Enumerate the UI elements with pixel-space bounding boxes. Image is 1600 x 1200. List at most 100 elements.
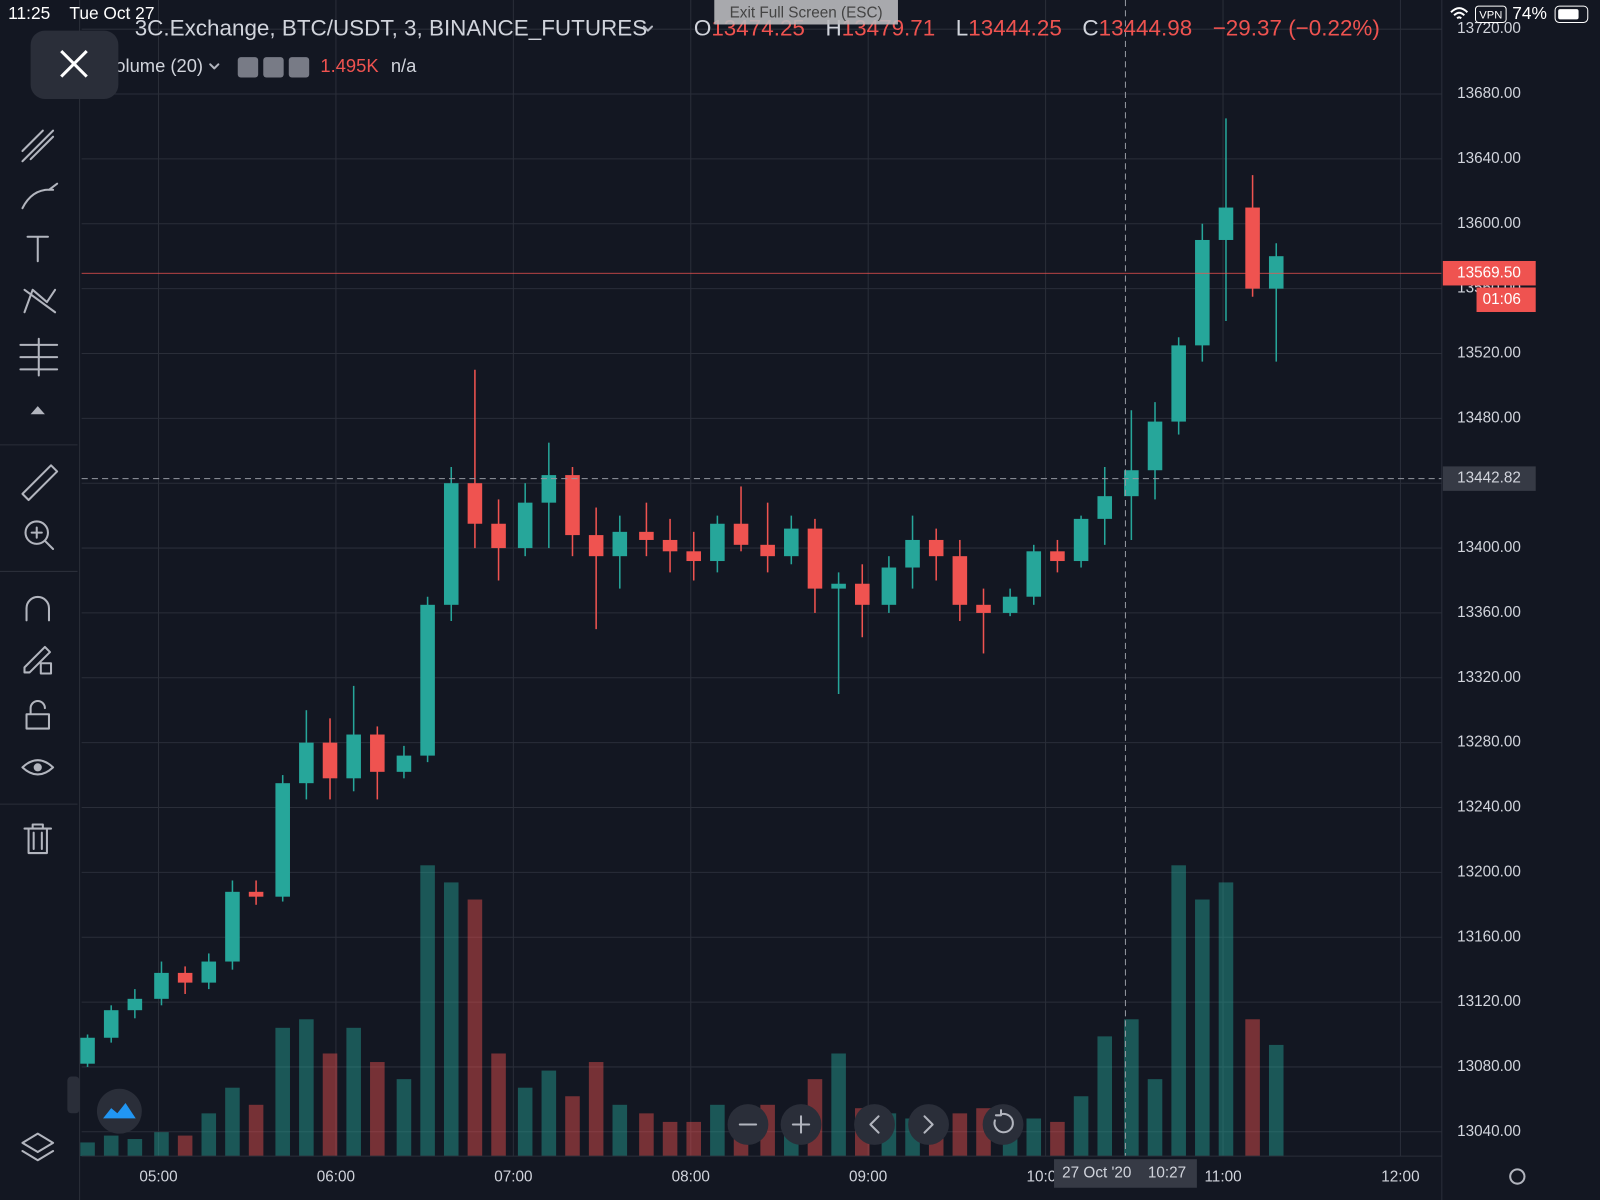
volume-bar bbox=[346, 1027, 361, 1157]
scroll-right[interactable] bbox=[908, 1104, 949, 1145]
eye-button[interactable] bbox=[237, 57, 259, 78]
y-tick-label: 13400.00 bbox=[1457, 539, 1521, 556]
volume-bar bbox=[831, 1053, 846, 1157]
candle-body bbox=[396, 755, 412, 772]
crosshair-price-label: 13442.82 bbox=[1457, 470, 1521, 487]
plot-area: 13040.00 13080.00 13120.00 13160.00 13200.00… bbox=[80, 0, 1521, 1186]
y-tick-label: 13120.00 bbox=[1457, 993, 1521, 1010]
candle-body bbox=[1195, 239, 1210, 346]
layers-button[interactable] bbox=[21, 1132, 55, 1162]
y-tick-label: 13320.00 bbox=[1457, 669, 1521, 686]
candle-body bbox=[154, 972, 169, 999]
zoom-controls bbox=[727, 1104, 1024, 1145]
candle-body bbox=[831, 583, 846, 589]
remove-button[interactable] bbox=[288, 57, 310, 78]
axis-overlays: 13569.50 01:06 13442.82 27 Oct '20 10:27 bbox=[1054, 260, 1536, 1188]
tool-zoom[interactable] bbox=[24, 520, 49, 545]
tool-lines[interactable] bbox=[21, 129, 55, 163]
y-tick-label: 13720.00 bbox=[1457, 20, 1521, 37]
candle-body bbox=[491, 523, 506, 549]
crosshair-price-box bbox=[1442, 466, 1536, 491]
status-vpn: VPN bbox=[1479, 9, 1502, 21]
y-tick-label: 13640.00 bbox=[1457, 150, 1521, 167]
candle-body bbox=[322, 742, 338, 779]
candle-body bbox=[854, 583, 870, 605]
candle-body bbox=[517, 502, 533, 549]
volume-caret bbox=[209, 63, 220, 70]
volume-bar bbox=[248, 1104, 264, 1157]
last-price-box bbox=[1442, 260, 1536, 286]
tool-text[interactable] bbox=[26, 235, 49, 263]
candle-body bbox=[1268, 256, 1284, 289]
tool-brush[interactable] bbox=[21, 182, 59, 210]
crosshair-time-label: 27 Oct '20 bbox=[1062, 1165, 1131, 1182]
candle-body bbox=[976, 604, 991, 613]
candle-body bbox=[80, 1037, 95, 1064]
tool-measure-lines[interactable] bbox=[19, 337, 59, 377]
x-tick-label: 05:00 bbox=[139, 1169, 177, 1186]
candle-body bbox=[248, 891, 264, 897]
candle-body bbox=[1124, 470, 1139, 497]
volume-bar bbox=[565, 1096, 580, 1157]
wifi-icon bbox=[1450, 7, 1469, 20]
volume-bar bbox=[443, 882, 459, 1157]
tool-pattern[interactable] bbox=[23, 288, 57, 314]
scroll-left[interactable] bbox=[854, 1104, 895, 1145]
candle-body bbox=[127, 998, 143, 1011]
tool-lock[interactable] bbox=[25, 700, 51, 730]
status-battery: 74% bbox=[1512, 3, 1547, 23]
candle-body bbox=[760, 544, 775, 557]
volume-bar bbox=[1218, 882, 1234, 1157]
y-tick-label: 13200.00 bbox=[1457, 863, 1521, 880]
title-caret bbox=[642, 25, 654, 32]
tool-magnet[interactable] bbox=[25, 596, 51, 622]
y-tick-label: 13360.00 bbox=[1457, 604, 1521, 621]
x-tick-label: 08:00 bbox=[672, 1169, 710, 1186]
reset-view[interactable] bbox=[982, 1104, 1024, 1145]
tool-trash[interactable] bbox=[23, 823, 53, 855]
tool-eye[interactable] bbox=[21, 759, 55, 776]
y-tick-label: 13480.00 bbox=[1457, 409, 1521, 426]
x-tick-label: 11:00 bbox=[1204, 1169, 1241, 1186]
candle-body bbox=[686, 551, 702, 562]
volume-bar bbox=[1171, 865, 1186, 1157]
x-tick-label: 09:00 bbox=[849, 1169, 887, 1186]
candle-body bbox=[1026, 551, 1042, 597]
y-tick-label: 13160.00 bbox=[1457, 928, 1521, 945]
tool-ruler[interactable] bbox=[21, 464, 59, 502]
chart-title[interactable]: 3C.Exchange, BTC/USDT, 3, BINANCE_FUTURE… bbox=[135, 16, 647, 41]
volume-bar bbox=[1245, 1019, 1260, 1157]
settings-gear[interactable] bbox=[1509, 1168, 1526, 1185]
volume-bar bbox=[1026, 1118, 1042, 1157]
exit-fullscreen-bg[interactable] bbox=[714, 0, 898, 25]
candle-body bbox=[541, 475, 557, 503]
candle-body bbox=[1147, 421, 1163, 471]
volume-bar bbox=[201, 1113, 217, 1157]
volume-bar bbox=[127, 1139, 143, 1157]
y-tick-label: 13040.00 bbox=[1457, 1123, 1521, 1140]
candle-body bbox=[784, 528, 799, 557]
volume-bar bbox=[420, 865, 435, 1157]
crosshair-time-box bbox=[1054, 1159, 1197, 1188]
reset-icon bbox=[993, 1109, 1014, 1134]
close-icon bbox=[60, 49, 88, 78]
volume-bar bbox=[275, 1027, 290, 1157]
volume-bar bbox=[299, 1019, 314, 1157]
volume-bar bbox=[952, 1113, 968, 1157]
settings-button[interactable] bbox=[263, 57, 284, 78]
candle-body bbox=[881, 567, 897, 605]
volume-bar bbox=[517, 1087, 533, 1157]
volume-bar bbox=[1050, 1121, 1065, 1157]
volume-legend-name: olume (20) bbox=[115, 55, 203, 76]
tool-lock-draw[interactable] bbox=[23, 645, 53, 675]
collapse-tab[interactable] bbox=[67, 1076, 80, 1114]
volume-bar bbox=[80, 1142, 95, 1157]
volume-bar bbox=[662, 1121, 678, 1157]
candle-body bbox=[1050, 551, 1065, 562]
exit-fullscreen[interactable]: Exit Full Screen (ESC) bbox=[730, 4, 883, 21]
volume-bar bbox=[467, 899, 483, 1157]
tool-collapse[interactable] bbox=[30, 406, 45, 415]
